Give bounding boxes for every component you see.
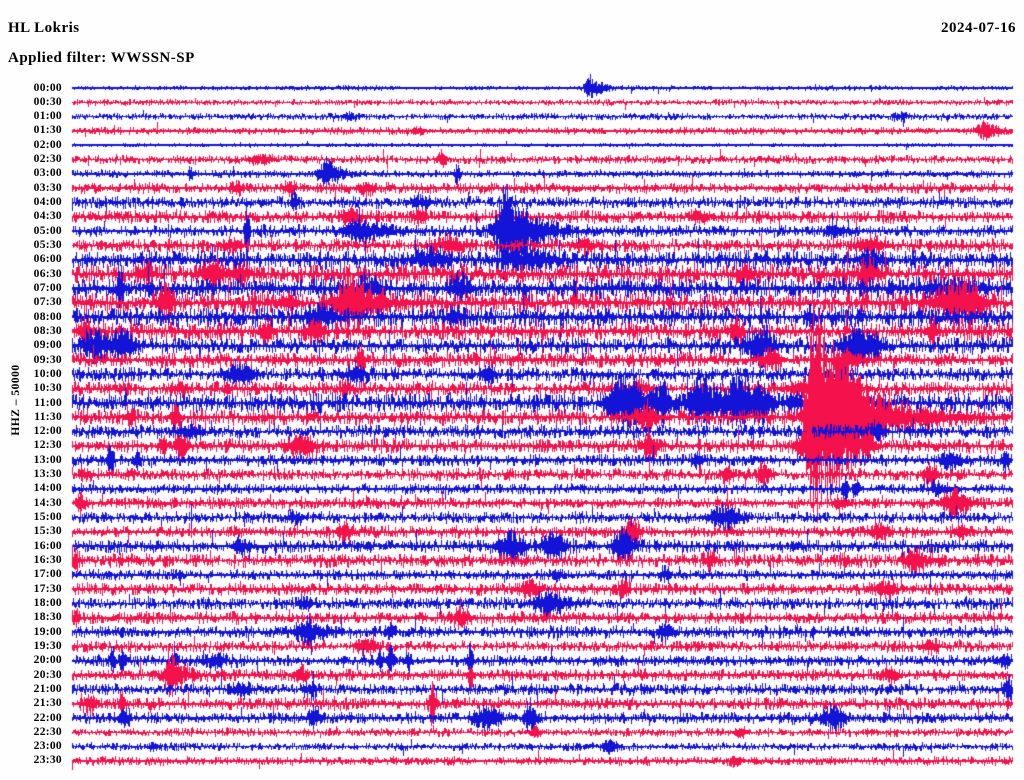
time-label: 04:00 <box>33 196 62 209</box>
time-label: 18:00 <box>33 596 62 609</box>
filter-label: Applied filter: <box>8 50 107 66</box>
time-label: 14:00 <box>33 482 62 495</box>
time-label: 23:00 <box>33 740 62 753</box>
time-label: 02:30 <box>33 153 62 166</box>
time-label: 03:00 <box>33 167 62 180</box>
time-label: 18:30 <box>33 611 62 624</box>
time-label: 20:30 <box>33 668 62 681</box>
time-label: 07:30 <box>33 296 62 309</box>
time-label: 11:30 <box>34 410 62 423</box>
time-label: 15:30 <box>33 525 62 538</box>
time-label: 17:00 <box>33 568 62 581</box>
time-label: 21:00 <box>33 682 62 695</box>
time-axis: 00:00 00:30 01:00 01:30 02:00 02:30 03:00 03:30… <box>0 0 64 780</box>
time-label: 14:30 <box>33 496 62 509</box>
applied-filter-line: Applied filter: WWSSN-SP <box>8 50 195 67</box>
time-label: 20:00 <box>33 654 62 667</box>
time-label: 21:30 <box>33 697 62 710</box>
time-label: 22:30 <box>33 725 62 738</box>
time-label: 23:30 <box>33 754 62 767</box>
time-label: 07:00 <box>33 281 62 294</box>
time-label: 01:00 <box>33 110 62 123</box>
time-label: 08:00 <box>33 310 62 323</box>
time-label: 05:00 <box>33 224 62 237</box>
filter-value: WWSSN-SP <box>110 50 195 66</box>
time-label: 11:00 <box>34 396 62 409</box>
time-label: 13:00 <box>33 453 62 466</box>
time-label: 02:00 <box>33 138 62 151</box>
time-label: 13:30 <box>33 468 62 481</box>
time-label: 09:30 <box>33 353 62 366</box>
time-label: 04:30 <box>33 210 62 223</box>
time-label: 15:00 <box>33 511 62 524</box>
time-label: 16:00 <box>33 539 62 552</box>
time-label: 12:00 <box>33 425 62 438</box>
time-label: 00:00 <box>33 81 62 94</box>
time-label: 10:00 <box>33 367 62 380</box>
time-label: 01:30 <box>33 124 62 137</box>
time-label: 03:30 <box>33 181 62 194</box>
time-label: 17:30 <box>33 582 62 595</box>
time-label: 00:30 <box>33 95 62 108</box>
time-label: 19:00 <box>33 625 62 638</box>
time-label: 09:00 <box>33 339 62 352</box>
date-label: 2024-07-16 <box>941 20 1016 36</box>
time-label: 19:30 <box>33 639 62 652</box>
station-title: HL Lokris <box>8 20 80 36</box>
time-label: 22:00 <box>33 711 62 724</box>
time-label: 12:30 <box>33 439 62 452</box>
time-label: 05:30 <box>33 239 62 251</box>
time-label: 10:30 <box>33 382 62 395</box>
time-label: 06:00 <box>33 253 62 266</box>
time-label: 16:30 <box>33 554 62 567</box>
time-label: 06:30 <box>33 267 62 280</box>
time-label: 08:30 <box>33 324 62 337</box>
